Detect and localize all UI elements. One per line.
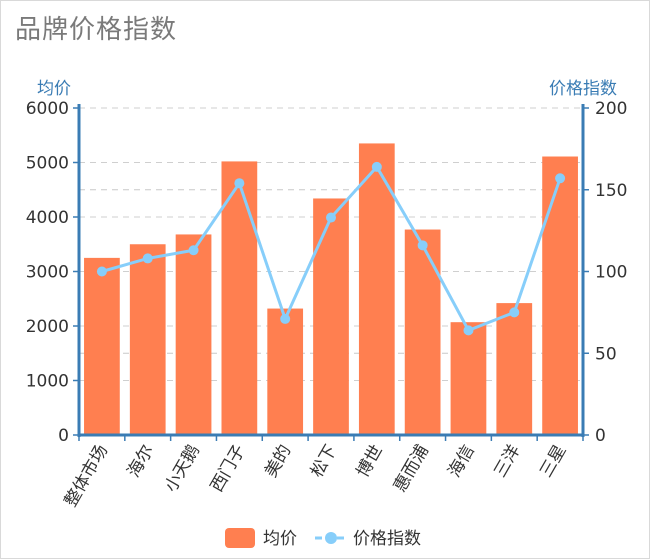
x-tick-label-9: 三洋 <box>490 442 524 481</box>
y-left-tick-label: 5000 <box>26 154 69 174</box>
bar-3[interactable] <box>221 161 258 435</box>
bar-5[interactable] <box>313 198 349 435</box>
y-left-tick-label: 3000 <box>26 263 69 283</box>
y-left-tick-label: 4000 <box>26 208 69 228</box>
line-point-9[interactable] <box>509 307 520 318</box>
bar-10[interactable] <box>542 156 578 435</box>
line-point-0[interactable] <box>96 266 107 277</box>
line-point-3[interactable] <box>234 178 245 189</box>
y-right-tick-label: 200 <box>595 99 627 119</box>
bar-4[interactable] <box>267 308 304 435</box>
line-point-8[interactable] <box>463 325 474 336</box>
bar-1[interactable] <box>129 244 166 435</box>
y-left-axis-title: 均价 <box>37 79 71 99</box>
bar-6[interactable] <box>358 143 395 436</box>
line-point-4[interactable] <box>280 313 291 324</box>
line-point-5[interactable] <box>326 212 336 223</box>
x-tick-label-5: 松下 <box>307 442 341 481</box>
y-right-tick-label: 50 <box>595 344 617 364</box>
y-right-axis-title: 价格指数 <box>549 79 617 99</box>
chart-title: 品牌价格指数 <box>15 15 178 45</box>
legend-label-bar[interactable]: 均价 <box>263 529 297 549</box>
y-right-tick-label: 100 <box>595 263 627 283</box>
y-right-tick-label: 150 <box>595 181 627 201</box>
y-left-tick-label: 0 <box>58 426 69 446</box>
x-tick-label-6: 博世 <box>353 442 387 481</box>
bar-2[interactable] <box>175 234 212 435</box>
y-left-tick-label: 6000 <box>26 99 69 119</box>
x-tick-label-8: 海信 <box>444 442 478 481</box>
line-point-6[interactable] <box>371 161 382 172</box>
line-point-2[interactable] <box>188 245 199 256</box>
legend-swatch-bar[interactable] <box>225 528 255 548</box>
bar-9[interactable] <box>496 303 533 435</box>
x-tick-label-1: 海尔 <box>124 442 158 481</box>
y-right-tick-label: 0 <box>595 426 606 446</box>
y-left-tick-label: 2000 <box>26 317 69 337</box>
legend-label-line[interactable]: 价格指数 <box>353 529 421 549</box>
x-tick-label-3: 西门子 <box>207 442 250 496</box>
legend-swatch-point <box>325 532 337 544</box>
y-left-tick-label: 1000 <box>26 372 69 392</box>
x-tick-label-0: 整体市场 <box>61 442 112 511</box>
x-tick-label-10: 三星 <box>536 442 570 481</box>
bar-0[interactable] <box>84 257 120 435</box>
x-tick-label-2: 小天鹅 <box>161 442 204 496</box>
line-point-10[interactable] <box>555 173 566 184</box>
line-point-7[interactable] <box>417 240 428 251</box>
bar-8[interactable] <box>450 322 487 435</box>
x-tick-label-7: 惠而浦 <box>390 442 433 496</box>
x-tick-label-4: 美的 <box>261 442 295 481</box>
bar-7[interactable] <box>404 229 441 435</box>
line-point-1[interactable] <box>142 253 153 264</box>
